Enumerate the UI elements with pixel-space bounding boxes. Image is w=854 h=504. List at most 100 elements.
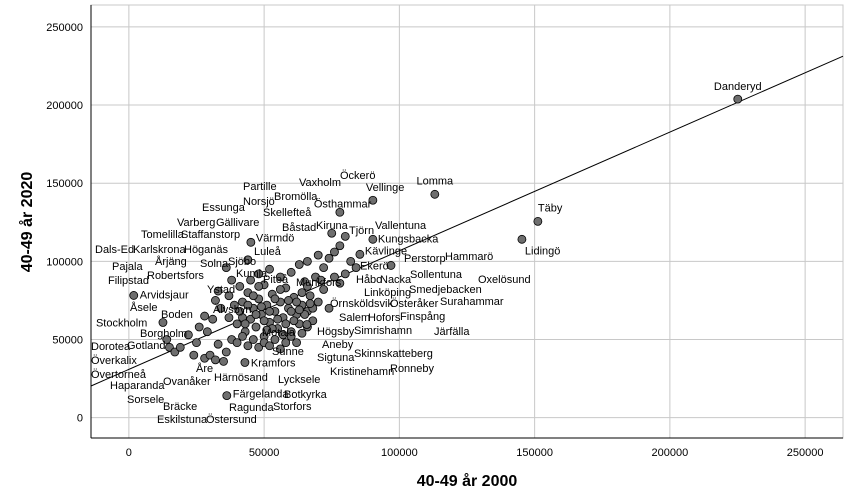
data-point [246,275,255,285]
point-label: Boden [161,309,193,321]
point-label: Bromölla [274,191,318,203]
data-point [259,316,269,326]
x-tick-label: 150000 [516,447,553,459]
point-labels: Danderyd Lomma Täby Lidingö Vellinge Östhamma… [91,81,762,426]
data-point [346,256,356,266]
data-point [292,338,301,348]
point-label: Lomma [416,175,454,187]
point-label: Nacka [380,274,412,286]
data-point [243,255,253,265]
x-tick-label: 100000 [381,447,418,459]
data-point [235,281,245,291]
point-label: Luleå [254,246,282,258]
point-label: Järfälla [434,326,470,338]
data-point [340,269,350,279]
point-label: Båstad [282,222,316,234]
fit-line [90,55,844,387]
data-point [297,328,307,338]
y-tick-label: 100000 [46,256,83,268]
data-point [129,291,139,300]
point-label: Motala [262,327,296,339]
point-label: Gotland [127,340,166,352]
data-point [219,357,228,366]
point-label: Ekerö [360,260,389,272]
point-label: Karlskrona [133,244,186,256]
data-point [240,358,250,367]
data-point [251,310,261,319]
point-label: Pajala [112,261,143,273]
data-point [305,291,315,301]
data-point [330,272,339,282]
data-point [248,291,258,301]
data-point [221,263,231,273]
point-label: Robertsfors [147,270,204,282]
point-label: Kramfors [251,357,296,369]
y-tick-label: 50000 [52,335,83,347]
point-label: Kristinehamn [330,366,394,378]
data-point [162,335,172,344]
data-point [294,260,304,269]
data-point [302,320,312,329]
data-points [129,94,743,401]
data-point [324,303,334,313]
point-label: Höganäs [184,244,229,256]
point-label: Ystad [207,284,235,296]
point-label: Gällivare [216,217,259,229]
data-point [275,344,285,354]
point-label: Överkalix [91,355,137,367]
point-label: Salem [339,312,370,324]
point-label: Österåker [390,298,439,310]
point-label: Storfors [273,401,312,413]
data-point [229,300,239,310]
data-point [202,327,212,337]
point-label: Dorotea [91,341,131,353]
point-label: Härnösand [214,372,268,384]
x-tick-label: 50000 [249,447,280,459]
data-point [254,269,264,279]
point-label: Hammarö [445,251,493,263]
point-label: Vaxholm [299,177,341,189]
point-label: Aneby [322,339,354,351]
y-tick-label: 250000 [46,22,83,34]
point-label: Bräcke [163,401,197,413]
data-point [386,261,396,270]
point-label: Örnsköldsvik [330,298,393,310]
point-label: Vellinge [366,182,405,194]
data-point [286,331,296,341]
point-label: Åsele [130,301,158,314]
data-point [213,339,223,349]
point-label: Åre [196,362,213,375]
data-point [232,338,242,348]
point-label: Ovanåker [163,376,211,388]
data-point [733,94,743,104]
point-label: Haparanda [110,380,165,392]
point-label: Östersund [206,414,257,426]
point-label: Sjöbo [228,256,256,268]
point-label: Arvidsjaur [140,289,189,301]
point-label: Älvsbyn [213,304,252,316]
data-point [303,281,312,291]
data-point [286,267,296,277]
point-label: Sollentuna [410,269,463,281]
data-point [327,228,337,238]
data-point [183,330,193,340]
y-axis-title: 40-49 år 2020 [18,172,36,273]
data-point [222,391,232,401]
data-point [224,291,234,301]
data-point [275,272,285,282]
data-point [313,250,323,260]
data-point [251,322,261,332]
data-point [194,322,204,332]
point-label: Ragunda [229,402,275,414]
point-label: Skellefteå [263,207,312,219]
point-label: Sunne [272,346,304,358]
point-label: Eskilstuna [157,414,208,426]
data-point [275,285,285,294]
point-label: Norsjö [243,196,275,208]
data-point [303,256,312,266]
point-label: Danderyd [714,81,762,93]
point-label: Simrishamn [354,325,412,337]
data-point [330,247,339,257]
point-label: Tomelilla [141,229,185,241]
point-label: Solna [200,258,229,270]
